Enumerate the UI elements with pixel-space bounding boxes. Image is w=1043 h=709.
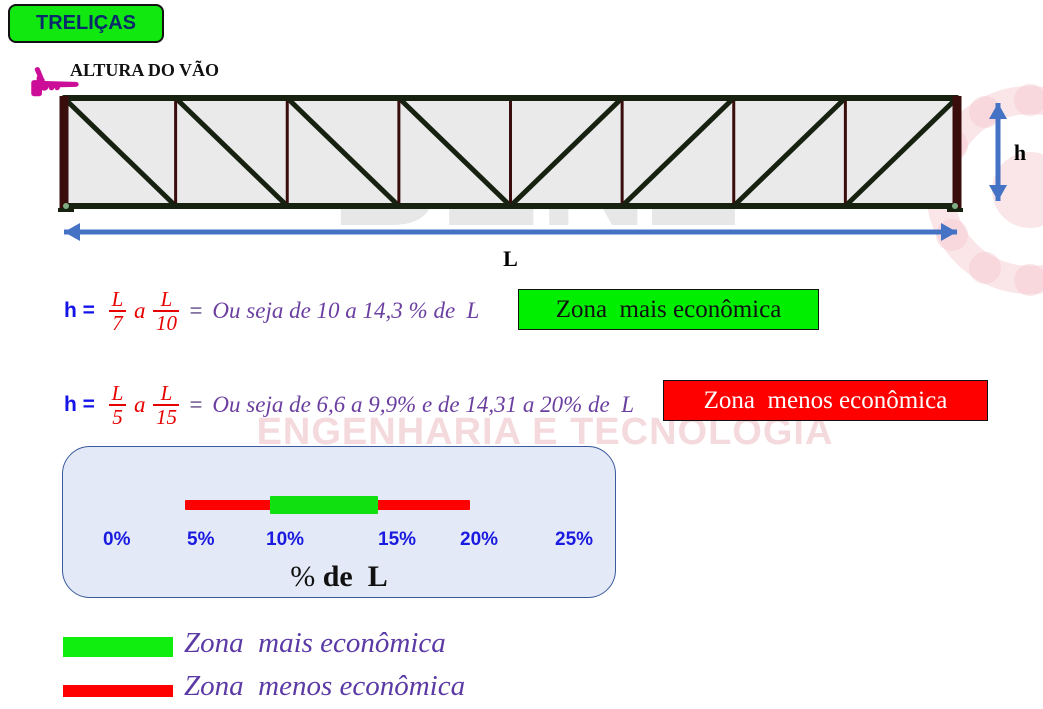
svg-text:h: h xyxy=(1014,140,1026,165)
svg-text:L: L xyxy=(503,246,518,271)
